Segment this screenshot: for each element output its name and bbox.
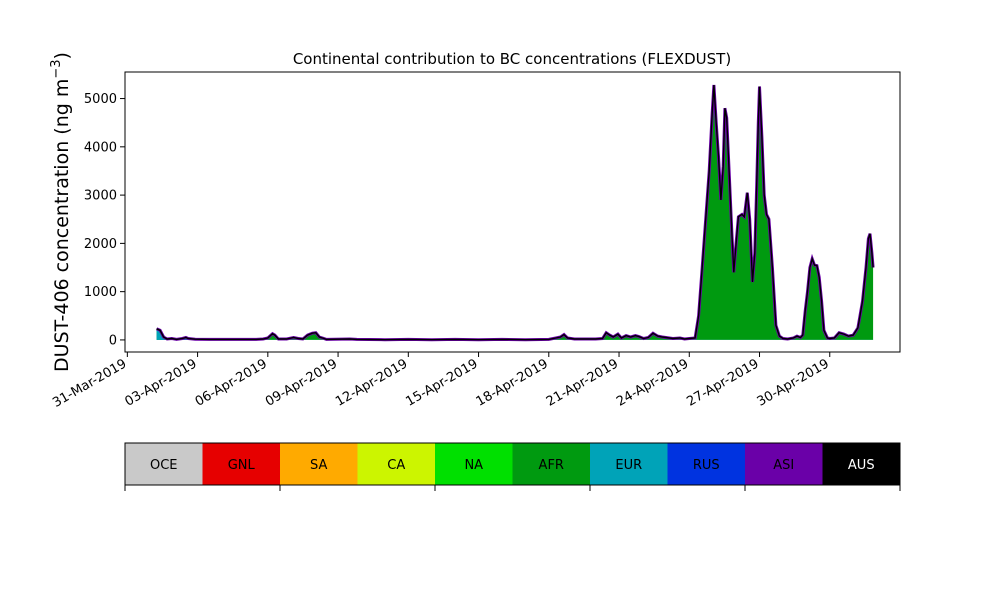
legend-swatch-rus: [667, 443, 746, 485]
plot-frame: [124, 71, 901, 353]
legend-label-sa: SA: [310, 458, 327, 473]
legend-swatch-ca: [357, 443, 436, 485]
x-axis-ticks: 31-Mar-201903-Apr-201906-Apr-201909-Apr-…: [50, 352, 832, 411]
concentration-chart: Continental contribution to BC concentra…: [49, 50, 901, 411]
legend-label-gnl: GNL: [228, 458, 256, 473]
chart-title: Continental contribution to BC concentra…: [293, 50, 731, 68]
y-tick-label: 0: [109, 333, 117, 348]
y-axis-label: DUST-406 concentration (ng m−3): [49, 52, 73, 372]
legend-swatch-eur: [590, 443, 668, 485]
x-tick-label: 21-Apr-2019: [544, 356, 621, 409]
legend-swatch-oce: [125, 443, 203, 485]
plot-series: [156, 84, 875, 342]
x-tick-label: 27-Apr-2019: [684, 356, 761, 409]
legend-swatch-aus: [822, 443, 901, 485]
y-tick-label: 4000: [84, 140, 117, 155]
x-tick-label: 06-Apr-2019: [193, 356, 270, 409]
x-tick-label: 30-Apr-2019: [755, 356, 832, 409]
x-tick-label: 15-Apr-2019: [403, 356, 480, 409]
legend-swatch-na: [435, 443, 513, 485]
x-tick-label: 18-Apr-2019: [474, 356, 551, 409]
x-tick-label: 12-Apr-2019: [333, 356, 410, 409]
y-axis-ticks: 0 1000 2000 3000 4000 5000: [84, 92, 125, 348]
y-tick-label: 5000: [84, 92, 117, 107]
legend-label-ca: CA: [387, 458, 405, 473]
legend-frame: [124, 442, 901, 486]
legend-swatch-gnl: [202, 443, 281, 485]
legend-label-rus: RUS: [693, 458, 720, 473]
legend-label-asi: ASI: [773, 458, 794, 473]
x-tick-label: 03-Apr-2019: [122, 356, 199, 409]
legend-label-eur: EUR: [615, 458, 642, 473]
legend-label-na: NA: [464, 458, 483, 473]
legend-swatch-asi: [745, 443, 823, 485]
region-legend: OCE GNL SA CA NA AFR EUR RUS ASI AUS: [124, 442, 901, 491]
legend-label-oce: OCE: [150, 458, 178, 473]
legend-label-aus: AUS: [848, 458, 875, 473]
x-tick-label: 24-Apr-2019: [614, 356, 691, 409]
y-tick-label: 1000: [84, 285, 117, 300]
total-outline: [156, 84, 874, 341]
legend-swatch-afr: [512, 443, 591, 485]
legend-label-afr: AFR: [539, 458, 564, 473]
legend-swatch-sa: [280, 443, 358, 485]
x-tick-label: 09-Apr-2019: [263, 356, 340, 409]
y-tick-label: 2000: [84, 237, 117, 252]
y-tick-label: 3000: [84, 189, 117, 204]
